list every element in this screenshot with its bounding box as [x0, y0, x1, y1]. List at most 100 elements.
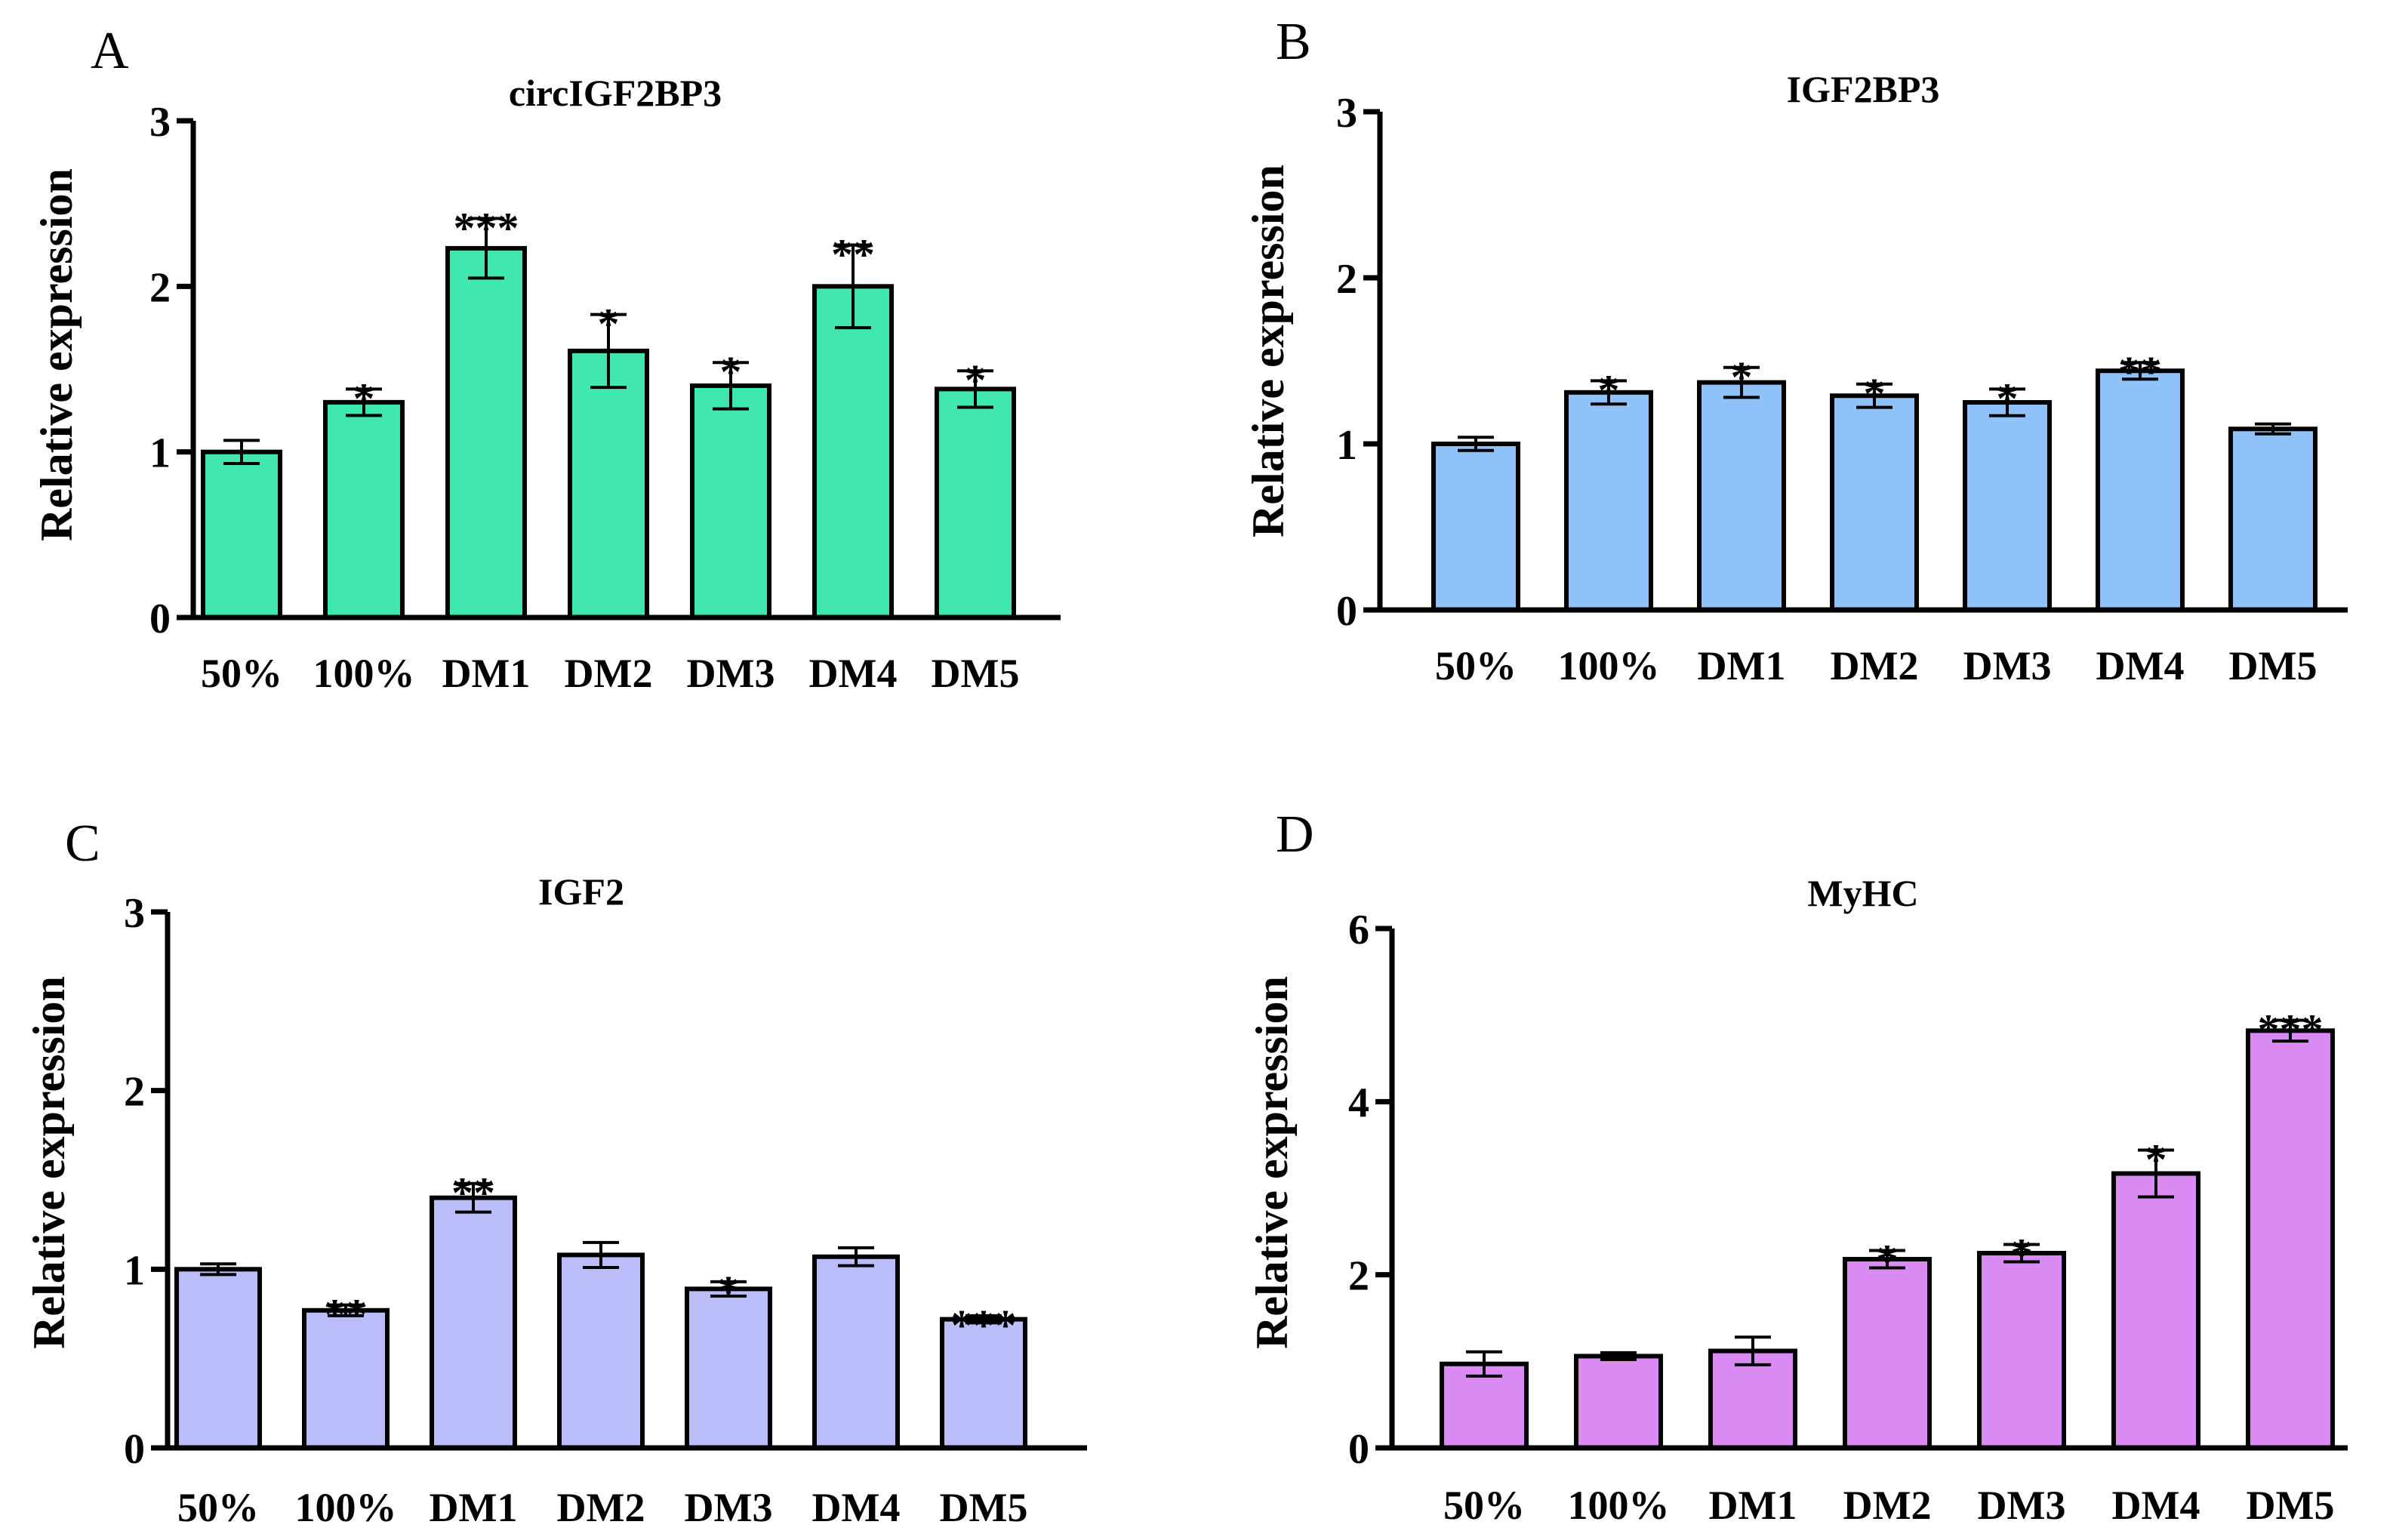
x-tick-label: DM4: [2096, 643, 2185, 688]
x-tick-label: DM5: [940, 1485, 1028, 1530]
x-tick-label: DM5: [2247, 1483, 2335, 1528]
x-tick-label: 100%: [1558, 643, 1660, 688]
bar: [690, 383, 771, 620]
x-tick-label: DM1: [442, 651, 531, 696]
chart-panel-b: B IGF2BP3 Relative expression 50% * 100% * DM1 *…: [1243, 13, 2348, 688]
x-tick-label: DM2: [1843, 1483, 1932, 1528]
significance-label: *: [720, 347, 742, 396]
bar: [1564, 390, 1653, 612]
chart-title: MyHC: [1807, 872, 1918, 914]
bar: [940, 1317, 1027, 1450]
y-tick-label: 0: [1348, 1426, 1369, 1473]
x-tick-label: DM3: [685, 1485, 773, 1530]
bar: [323, 399, 405, 620]
panel-letter: B: [1276, 13, 1311, 71]
y-axis-label: Relative expression: [24, 976, 74, 1349]
significance-label: **: [2118, 347, 2162, 396]
bar: [2096, 368, 2185, 612]
y-axis-label: Relative expression: [1247, 976, 1297, 1349]
y-tick-label: 1: [1336, 422, 1357, 469]
y-tick-label: 1: [124, 1247, 145, 1294]
y-tick-label: 0: [1336, 588, 1357, 635]
bar: [445, 245, 527, 620]
x-tick-label: DM1: [430, 1485, 518, 1530]
x-tick-label: DM5: [932, 651, 1020, 696]
x-tick-label: DM3: [1963, 643, 2052, 688]
bar: [1697, 380, 1786, 612]
bar: [1843, 1257, 1932, 1450]
panel-letter: D: [1276, 805, 1314, 864]
significance-label: **: [324, 1290, 368, 1339]
y-axis-label: Relative expression: [32, 168, 82, 541]
significance-label: ***: [951, 1301, 1017, 1350]
x-tick-label: 50%: [1443, 1483, 1525, 1528]
y-tick-label: 3: [124, 890, 145, 937]
bar: [812, 1254, 900, 1451]
x-tick-label: DM4: [809, 651, 898, 696]
panel-letter: A: [91, 22, 129, 80]
chart-title: circIGF2BP3: [509, 72, 722, 114]
x-tick-label: DM2: [565, 651, 653, 696]
x-tick-label: DM1: [1698, 643, 1786, 688]
significance-label: *: [353, 374, 375, 423]
x-tick-label: 50%: [201, 651, 282, 696]
bar: [568, 348, 649, 620]
significance-label: *: [1731, 353, 1753, 402]
y-axis-label: Relative expression: [1243, 165, 1293, 537]
bar: [201, 449, 282, 621]
x-tick-label: 100%: [295, 1485, 397, 1530]
bar: [935, 387, 1016, 620]
bar: [1830, 393, 1919, 612]
significance-label: **: [831, 230, 875, 279]
x-tick-label: 100%: [313, 651, 415, 696]
bar: [1431, 442, 1520, 612]
panel-letter: C: [65, 815, 100, 873]
bar: [1963, 400, 2052, 612]
bar: [812, 284, 894, 620]
x-tick-label: DM4: [2112, 1483, 2200, 1528]
x-tick-label: DM2: [557, 1485, 645, 1530]
x-tick-label: 50%: [1435, 643, 1517, 688]
y-tick-label: 0: [124, 1426, 145, 1473]
bar: [2111, 1171, 2200, 1451]
bar: [430, 1195, 517, 1450]
bar: [1574, 1354, 1663, 1451]
y-tick-label: 2: [124, 1069, 145, 1116]
significance-label: ***: [454, 203, 519, 252]
y-tick-label: 4: [1348, 1080, 1369, 1126]
y-tick-label: 1: [149, 430, 171, 477]
y-tick-label: 2: [149, 264, 171, 311]
significance-label: **: [451, 1169, 495, 1218]
significance-label: *: [2145, 1135, 2167, 1184]
x-tick-label: DM2: [1831, 643, 1919, 688]
significance-label: ***: [2258, 1006, 2324, 1055]
y-tick-label: 2: [1336, 256, 1357, 303]
chart-panel-c: C IGF2 Relative expression 50% ** 100% ** DM1 DM…: [24, 815, 1087, 1530]
x-tick-label: DM4: [812, 1485, 901, 1530]
significance-label: *: [965, 356, 987, 405]
significance-label: *: [1864, 369, 1886, 418]
bar: [1977, 1251, 2066, 1450]
chart-title: IGF2: [538, 870, 624, 913]
bar: [2228, 427, 2317, 613]
significance-label: *: [718, 1267, 740, 1316]
y-tick-label: 6: [1348, 907, 1369, 953]
bar: [174, 1267, 262, 1451]
chart-title: IGF2BP3: [1787, 68, 1940, 110]
y-tick-label: 3: [149, 99, 171, 146]
significance-label: *: [598, 300, 620, 349]
significance-label: *: [1877, 1236, 1899, 1285]
y-tick-label: 3: [1336, 90, 1357, 137]
x-tick-label: DM3: [687, 651, 775, 696]
x-tick-label: 50%: [177, 1485, 259, 1530]
x-tick-label: 100%: [1568, 1483, 1670, 1528]
bar: [2246, 1028, 2335, 1450]
y-tick-label: 0: [149, 596, 171, 642]
x-tick-label: DM3: [1978, 1483, 2066, 1528]
x-tick-label: DM1: [1709, 1483, 1797, 1528]
bar: [557, 1252, 645, 1451]
significance-label: *: [1997, 374, 2019, 423]
significance-label: *: [1598, 365, 1620, 414]
